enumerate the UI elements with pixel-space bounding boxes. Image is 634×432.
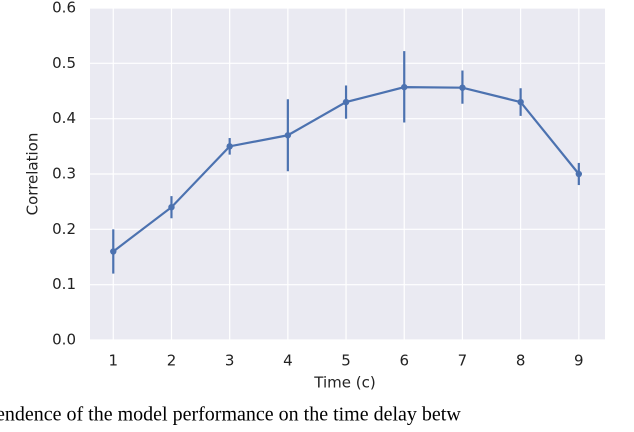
point — [342, 98, 350, 106]
point — [110, 248, 117, 255]
y-tick-label: 0.1 — [52, 275, 76, 293]
x-axis-label: Time (c) — [313, 374, 375, 392]
y-tick-label: 0.6 — [52, 0, 76, 17]
x-tick-label: 5 — [341, 352, 351, 370]
x-tick-label: 1 — [109, 352, 119, 370]
point — [168, 204, 175, 211]
x-tick-label: 2 — [167, 352, 177, 370]
point — [284, 132, 292, 139]
x-tick-label: 9 — [574, 352, 584, 370]
x-tick-label: 8 — [516, 352, 526, 370]
x-tick-label: 6 — [399, 352, 409, 370]
caption: endence of the model performance on the … — [0, 404, 461, 426]
y-tick-label: 0.5 — [52, 54, 76, 72]
point — [226, 143, 233, 150]
point — [517, 98, 524, 106]
x-tick-label: 3 — [225, 352, 235, 370]
y-tick-label: 0.4 — [52, 109, 76, 127]
y-tick-label: 0.2 — [52, 220, 76, 238]
y-tick-label: 0.0 — [52, 331, 76, 349]
y-tick-label: 0.3 — [52, 165, 76, 183]
point — [401, 83, 408, 91]
point — [459, 84, 466, 91]
x-tick-label: 7 — [458, 352, 468, 370]
point — [575, 170, 583, 178]
y-axis-label: Correlation — [24, 133, 42, 216]
x-tick-label: 4 — [283, 352, 293, 370]
